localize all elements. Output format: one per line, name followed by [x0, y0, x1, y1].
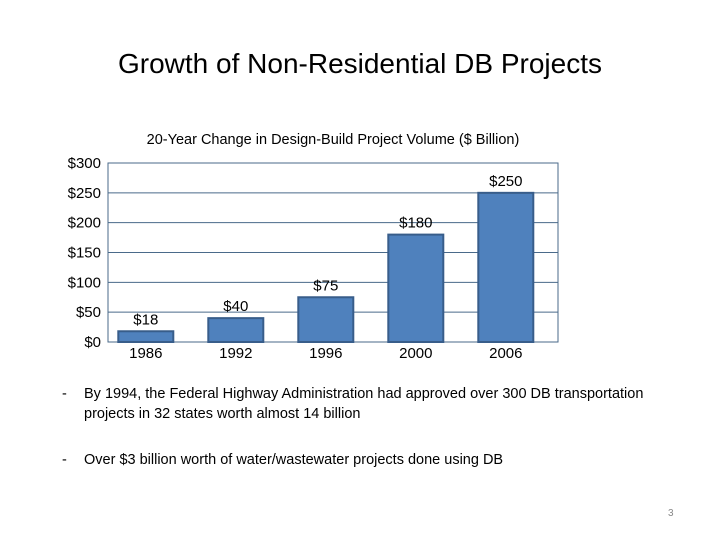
data-label: $180 — [399, 215, 432, 232]
x-tick-label: 2000 — [399, 345, 432, 362]
bullet-marker: - — [62, 386, 67, 402]
bullet-marker: - — [62, 452, 67, 468]
y-tick-label: $250 — [68, 185, 101, 202]
data-label: $18 — [133, 311, 158, 328]
page-number: 3 — [668, 508, 674, 519]
bar-2006 — [477, 191, 535, 343]
data-label: $40 — [223, 298, 248, 315]
slide-title: Growth of Non-Residential DB Projects — [118, 48, 602, 79]
x-tick-label: 2006 — [489, 345, 522, 362]
y-tick-label: $300 — [68, 155, 101, 172]
x-tick-label: 1996 — [309, 345, 342, 362]
y-tick-label: $200 — [68, 215, 101, 232]
data-label: $250 — [489, 173, 522, 190]
y-tick-label: $0 — [84, 334, 101, 351]
y-tick-label: $150 — [68, 245, 101, 262]
x-tick-label: 1992 — [219, 345, 252, 362]
y-tick-label: $50 — [76, 304, 101, 321]
bullet-text: By 1994, the Federal Highway Administrat… — [84, 386, 644, 422]
x-tick-label: 1986 — [129, 345, 162, 362]
data-label: $75 — [313, 277, 338, 294]
y-tick-label: $100 — [68, 274, 101, 291]
bullet-text: Over $3 billion worth of water/wastewate… — [84, 452, 504, 468]
bar-1986 — [117, 330, 175, 344]
chart-title: 20-Year Change in Design-Build Project V… — [146, 132, 520, 148]
bar-1996 — [297, 296, 355, 343]
bar-2000 — [387, 233, 445, 344]
bar-1992 — [207, 317, 265, 343]
